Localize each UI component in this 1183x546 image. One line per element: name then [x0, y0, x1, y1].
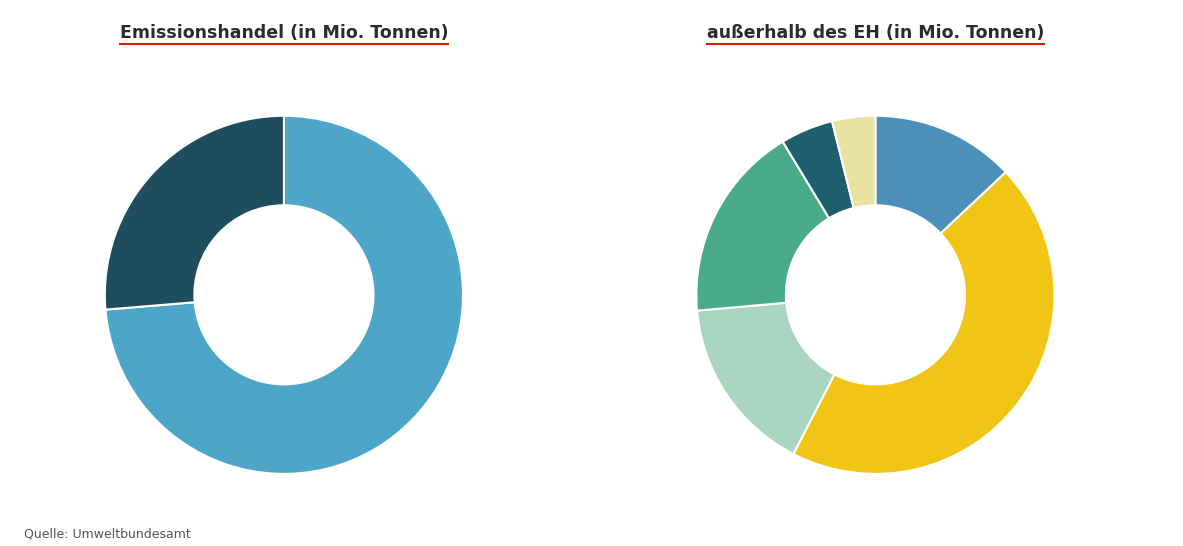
Wedge shape — [875, 116, 1006, 234]
Text: Emissionshandel (in Mio. Tonnen): Emissionshandel (in Mio. Tonnen) — [119, 24, 448, 42]
Wedge shape — [105, 116, 284, 310]
Wedge shape — [697, 302, 834, 454]
Wedge shape — [697, 141, 829, 311]
Text: außerhalb des EH (in Mio. Tonnen): außerhalb des EH (in Mio. Tonnen) — [706, 24, 1045, 42]
Wedge shape — [832, 116, 875, 208]
Wedge shape — [105, 116, 463, 474]
Wedge shape — [794, 172, 1054, 474]
Wedge shape — [783, 121, 854, 218]
Text: Quelle: Umweltbundesamt: Quelle: Umweltbundesamt — [24, 527, 190, 541]
